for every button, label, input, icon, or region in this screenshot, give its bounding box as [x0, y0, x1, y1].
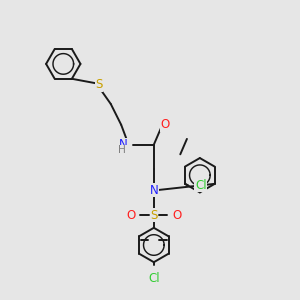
Text: S: S: [150, 209, 158, 222]
Text: S: S: [95, 78, 103, 91]
Text: N: N: [119, 138, 128, 151]
Text: H: H: [118, 145, 126, 155]
Text: Cl: Cl: [195, 179, 207, 192]
Text: O: O: [126, 209, 136, 222]
Text: N: N: [149, 184, 158, 196]
Text: O: O: [172, 209, 181, 222]
Text: O: O: [160, 118, 170, 131]
Text: Cl: Cl: [148, 272, 160, 285]
